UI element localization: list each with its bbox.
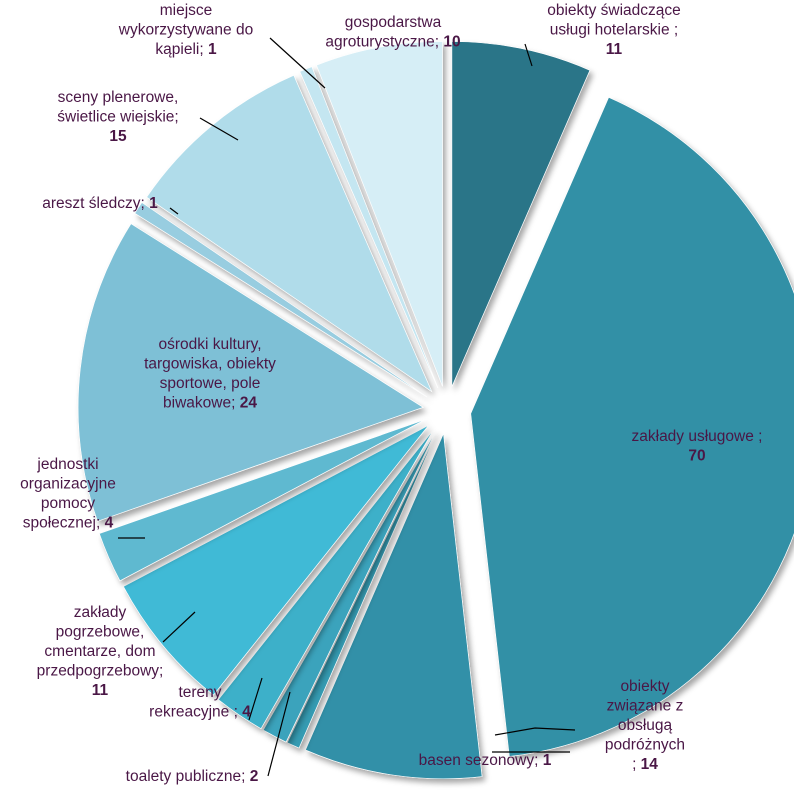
data-labels: obiekty świadczące usługi hotelarskie ; 11…	[20, 2, 762, 785]
leader-line-11	[199, 117, 239, 141]
pie-slice-7	[123, 425, 429, 696]
data-label-3: obiekty związane z obsługą podróżnych; 14	[605, 678, 685, 773]
data-label-9: ośrodki kultury, targowiska, obiekty sport…	[144, 336, 276, 412]
pie-slice-13	[316, 41, 443, 387]
data-label-11: sceny plenerowe, świetlice wiejskie; 15	[57, 89, 178, 145]
leader-line-6	[248, 677, 263, 721]
data-label-6: tereny rekreacyjne ; 4	[149, 684, 251, 721]
leader-lines	[118, 37, 576, 777]
pie-slice-5	[262, 431, 437, 743]
pie-slice-9	[77, 223, 424, 522]
pie-slice-12	[299, 66, 439, 388]
pie-slice-11	[146, 74, 433, 393]
pie-slice-3	[305, 432, 483, 779]
data-label-8: jednostki organizacyjne pomocy społecznej; …	[20, 456, 116, 532]
data-label-2: zakłady usługowe ; 70	[632, 428, 763, 465]
data-label-13: gospodarstwa agroturystyczne; 10	[325, 14, 460, 51]
data-label-10: areszt śledczy; 1	[42, 195, 158, 212]
leader-line-12	[269, 37, 326, 89]
leader-line-5	[267, 691, 291, 777]
data-label-7: zakłady pogrzebowe, cmentarze, dom przedpog…	[37, 604, 164, 699]
data-label-4: basen sezonowy; 1	[419, 752, 552, 769]
leader-line-10	[169, 207, 179, 215]
data-label-12: miejsce wykorzystywane do kąpieli; 1	[118, 2, 253, 58]
data-label-5: toalety publiczne; 2	[126, 768, 259, 785]
leader-line-3	[494, 727, 576, 736]
leader-line-7	[162, 611, 196, 643]
pie-slice-1	[451, 41, 591, 387]
data-label-1: obiekty świadczące usługi hotelarskie ; 11	[547, 2, 681, 58]
pie-slice-8	[98, 419, 426, 582]
leader-line-1	[524, 43, 533, 67]
pie-slice-6	[217, 429, 434, 730]
pie-slice-4	[286, 431, 438, 749]
pie-slice-2	[470, 96, 794, 757]
pie-slices	[77, 41, 794, 779]
pie-slice-10	[134, 202, 428, 398]
